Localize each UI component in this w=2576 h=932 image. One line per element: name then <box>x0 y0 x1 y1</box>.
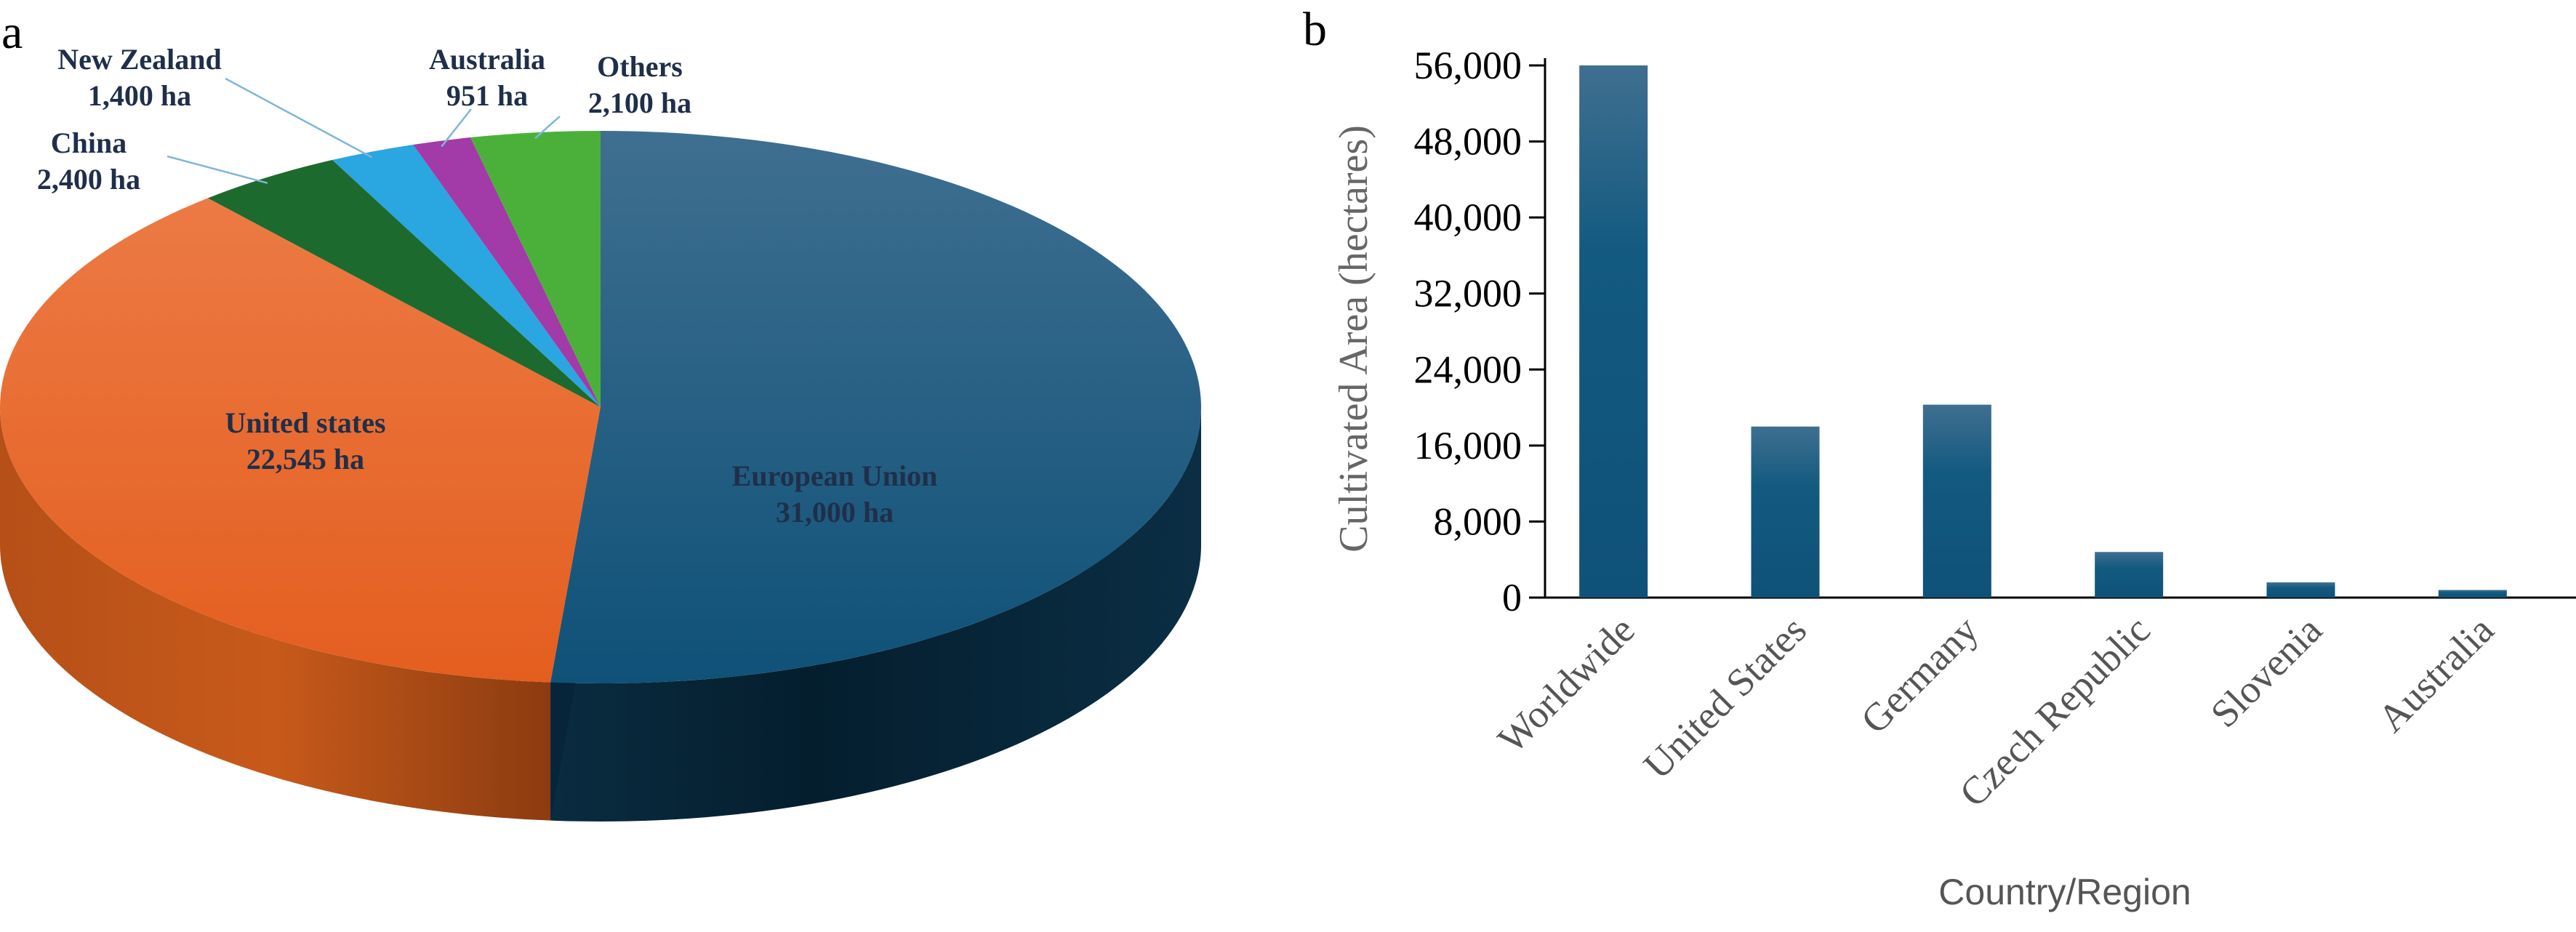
bars <box>1579 65 2507 598</box>
y-axis-title: Cultivated Area (hectares) <box>1331 125 1376 553</box>
pie-label-others: Others <box>597 50 683 83</box>
y-tick-label: 48,000 <box>1414 120 1522 164</box>
x-label-germany: Germany <box>1853 608 1986 742</box>
pie-value-australia: 951 ha <box>446 79 528 112</box>
panel-a-label: a <box>1 6 23 59</box>
bar-united-states <box>1751 426 1820 598</box>
pie-value-united-states: 22,545 ha <box>246 443 364 475</box>
pie-top-faces <box>0 131 1201 683</box>
pie-leader-new-zealand <box>225 77 373 158</box>
panel-b-label: b <box>1303 3 1327 56</box>
x-label-australia: Australia <box>2370 608 2502 740</box>
y-tick-label: 24,000 <box>1414 348 1522 391</box>
pie-chart: European Union 31,000 ha United states 22,5… <box>0 43 1201 821</box>
pie-value-european-union: 31,000 ha <box>776 496 894 529</box>
pie-slice-united-states <box>0 198 601 683</box>
pie-slice-china <box>207 160 601 407</box>
y-tick-label: 16,000 <box>1414 424 1522 467</box>
pie-side-european-union <box>550 407 1201 821</box>
pie-side-united-states <box>0 407 551 821</box>
y-tick-label: 8,000 <box>1434 499 1522 543</box>
x-label-slovenia: Slovenia <box>2202 608 2330 736</box>
y-tick-label: 40,000 <box>1414 196 1522 239</box>
pie-slice-australia <box>413 137 601 408</box>
pie-slice-others <box>470 131 601 407</box>
pie-value-china: 2,400 ha <box>37 163 140 196</box>
pie-leader-others <box>534 116 561 140</box>
y-tick-label: 32,000 <box>1414 272 1522 316</box>
bar-slovenia <box>2266 582 2335 598</box>
pie-leader-australia <box>441 108 472 148</box>
x-label-united-states: United States <box>1635 608 1815 787</box>
pie-slice-new-zealand <box>332 144 601 407</box>
bar-australia <box>2438 590 2507 598</box>
pie-leader-china <box>166 155 268 185</box>
bar-chart: 0 8,000 16,000 24,000 32,000 40,000 48,000 56,0… <box>1331 44 2576 912</box>
pie-label-australia: Australia <box>429 43 545 76</box>
pie-label-china: China <box>51 126 127 159</box>
pie-value-new-zealand: 1,400 ha <box>88 79 191 112</box>
pie-slice-european-union <box>550 131 1201 683</box>
pie-label-new-zealand: New Zealand <box>57 43 222 76</box>
y-tick-label: 56,000 <box>1414 44 1522 87</box>
x-axis-title: Country/Region <box>1938 872 2191 912</box>
pie-label-european-union: European Union <box>732 459 938 492</box>
bar-worldwide <box>1579 65 1648 598</box>
pie-labels: European Union 31,000 ha United states 22,5… <box>37 43 937 529</box>
pie-value-others: 2,100 ha <box>588 87 691 119</box>
pie-label-united-states: United states <box>225 406 385 439</box>
y-tick-label: 0 <box>1502 576 1522 619</box>
y-ticks: 0 8,000 16,000 24,000 32,000 40,000 48,000 56,0… <box>1414 44 1545 619</box>
bar-germany <box>1922 404 1991 598</box>
bar-czech-republic <box>2095 552 2164 598</box>
x-label-worldwide: Worldwide <box>1490 608 1643 761</box>
